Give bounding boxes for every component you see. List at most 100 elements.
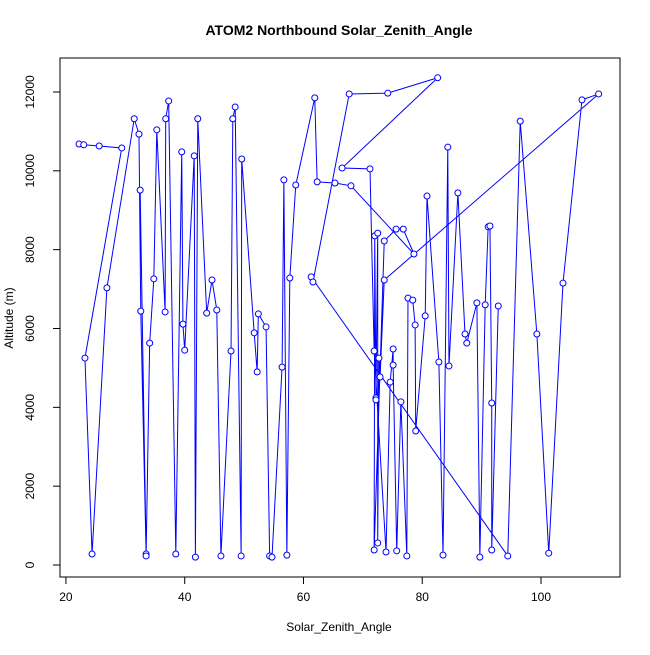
- point: [292, 181, 300, 189]
- point: [253, 368, 261, 376]
- point: [191, 553, 199, 561]
- point: [311, 94, 319, 102]
- y-tick-label: 2000: [23, 473, 37, 500]
- point: [444, 143, 452, 151]
- point: [179, 320, 187, 328]
- point: [331, 179, 339, 187]
- point: [161, 308, 169, 316]
- point: [481, 301, 489, 309]
- point: [578, 96, 586, 104]
- point: [136, 186, 144, 194]
- point: [372, 396, 380, 404]
- x-axis-label: Solar_Zenith_Angle: [286, 620, 392, 634]
- point: [95, 142, 103, 150]
- point: [213, 306, 221, 314]
- point: [516, 117, 524, 125]
- point: [309, 278, 317, 286]
- point: [345, 90, 353, 98]
- point: [399, 225, 407, 233]
- point: [268, 553, 276, 561]
- point: [286, 274, 294, 282]
- point: [313, 178, 321, 186]
- y-axis-label: Altitude (m): [2, 287, 16, 348]
- point: [278, 363, 286, 371]
- point: [409, 296, 417, 304]
- point: [203, 309, 211, 317]
- point: [142, 552, 150, 560]
- point: [181, 346, 189, 354]
- point: [238, 155, 246, 163]
- point: [370, 347, 378, 355]
- point: [194, 115, 202, 123]
- point: [545, 549, 553, 557]
- point: [172, 550, 180, 558]
- point: [231, 103, 239, 111]
- point: [178, 148, 186, 156]
- point: [80, 141, 88, 149]
- point: [254, 310, 262, 318]
- point: [445, 362, 453, 370]
- point: [533, 330, 541, 338]
- y-tick-label: 6000: [23, 315, 37, 342]
- point: [389, 361, 397, 369]
- chart-title: ATOM2 Northbound Solar_Zenith_Angle: [205, 22, 472, 38]
- point: [217, 552, 225, 560]
- y-tick-label: 12000: [23, 75, 37, 109]
- point: [165, 97, 173, 105]
- point: [347, 182, 355, 190]
- point: [118, 144, 126, 152]
- point: [392, 225, 400, 233]
- point: [595, 90, 603, 98]
- point: [366, 165, 374, 173]
- point: [283, 551, 291, 559]
- point: [439, 551, 447, 559]
- plot-frame: [59, 57, 621, 578]
- point: [146, 339, 154, 347]
- point: [374, 229, 382, 237]
- point: [384, 89, 392, 97]
- point: [130, 115, 138, 123]
- point: [435, 358, 443, 366]
- point: [389, 345, 397, 353]
- point: [488, 399, 496, 407]
- point: [559, 279, 567, 287]
- point: [494, 302, 502, 310]
- point: [208, 276, 216, 284]
- point: [434, 74, 442, 82]
- point: [386, 378, 394, 386]
- point: [410, 250, 418, 258]
- point: [488, 546, 496, 554]
- x-tick-label: 100: [531, 590, 551, 604]
- point: [403, 552, 411, 560]
- point: [476, 553, 484, 561]
- point: [412, 427, 420, 435]
- y-tick-label: 10000: [23, 154, 37, 188]
- x-tick-label: 60: [297, 590, 311, 604]
- point: [280, 176, 288, 184]
- point: [376, 373, 384, 381]
- point: [250, 329, 258, 337]
- point: [135, 130, 143, 138]
- point: [473, 299, 481, 307]
- point: [421, 312, 429, 320]
- point: [227, 347, 235, 355]
- point: [397, 398, 405, 406]
- point: [411, 321, 419, 329]
- point: [374, 539, 382, 547]
- point: [262, 323, 270, 331]
- point: [338, 164, 346, 172]
- y-tick-label: 0: [23, 561, 37, 568]
- point: [393, 547, 401, 555]
- point: [380, 237, 388, 245]
- point: [370, 546, 378, 554]
- x-tick-label: 40: [178, 590, 192, 604]
- point: [486, 222, 494, 230]
- point: [190, 152, 198, 160]
- point: [423, 192, 431, 200]
- point: [162, 115, 170, 123]
- point: [229, 115, 237, 123]
- point: [504, 552, 512, 560]
